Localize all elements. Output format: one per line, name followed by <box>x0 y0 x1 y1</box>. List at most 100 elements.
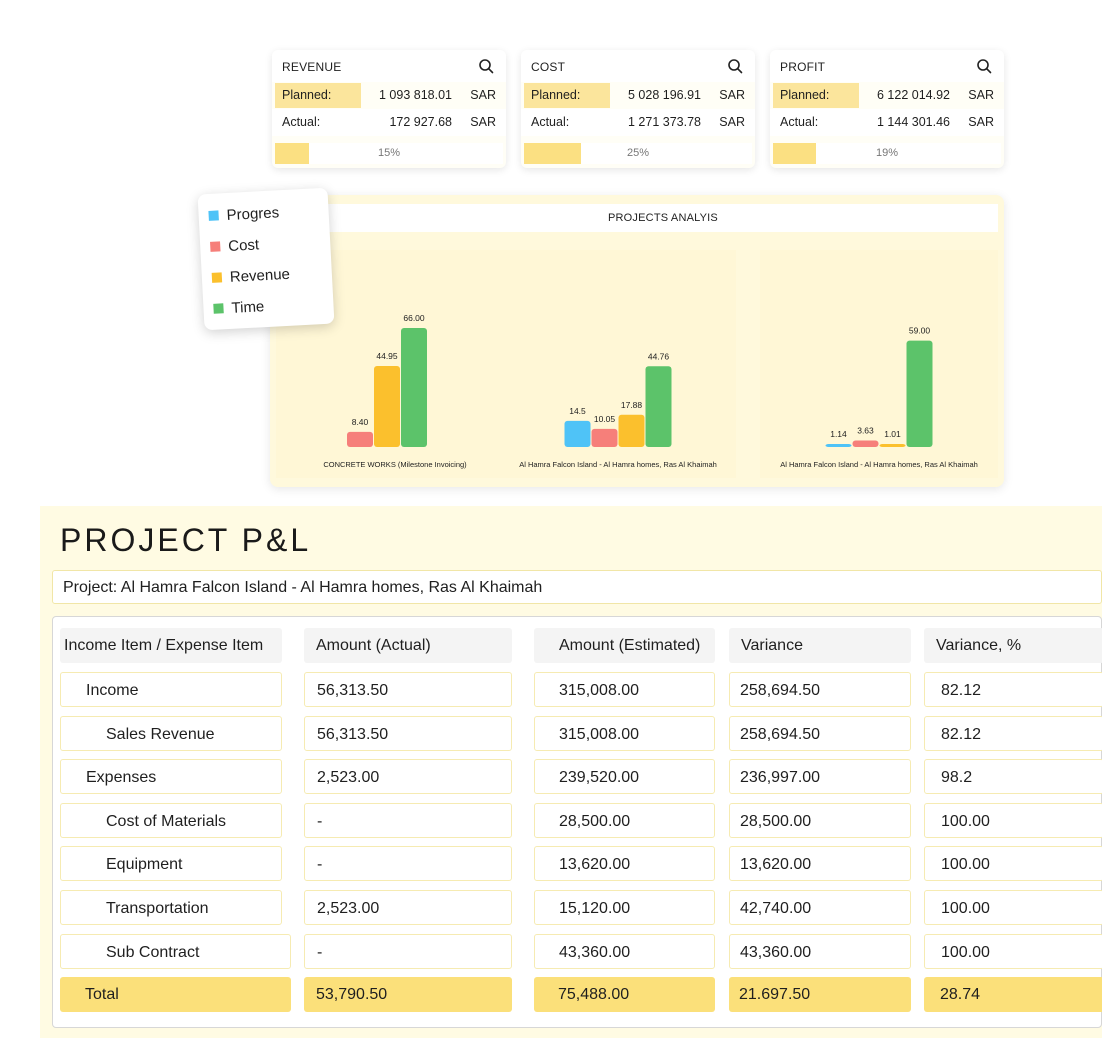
pl-title: PROJECT P&L <box>60 522 312 558</box>
kpi-header: REVENUE <box>272 50 506 82</box>
kpi-header: PROFIT <box>770 50 1004 82</box>
legend-item-cost: Cost <box>210 236 260 256</box>
kpi-card-revenue: REVENUE Planned: 1 093 818.01 SAR Actual: 172… <box>272 50 506 168</box>
x-axis-label: Al Hamra Falcon Island - Al Hamra homes,… <box>780 460 978 469</box>
progress-bar: 25% <box>524 143 752 164</box>
data-label: 66.00 <box>403 313 425 323</box>
actual-label: Actual: <box>531 115 570 129</box>
legend-swatch <box>208 210 219 221</box>
chart-1: 8.40 44.95 66.00 CONCRETE WORKS (Milestone … <box>276 250 514 478</box>
chart-legend: Progres Cost Revenue Time <box>197 187 335 331</box>
row-value-estimated: 315,008.00 <box>534 672 715 707</box>
planned-value: 5 028 196.91 <box>628 88 701 102</box>
legend-item-revenue: Revenue <box>211 266 290 287</box>
kpi-card-cost: COST Planned: 5 028 196.91 SAR Actual: 1 271 … <box>521 50 755 168</box>
progress-bar: 15% <box>275 143 503 164</box>
legend-label: Cost <box>227 236 260 255</box>
kpi-actual-row: Actual: 172 927.68 SAR <box>272 109 506 136</box>
row-value-actual: - <box>304 846 512 882</box>
row-value-variance: 258,694.50 <box>729 715 911 751</box>
actual-value: 1 271 373.78 <box>628 115 701 129</box>
currency: SAR <box>470 88 496 102</box>
kpi-actual-row: Actual: 1 271 373.78 SAR <box>521 109 755 136</box>
row-value-variance: 28,500.00 <box>729 802 911 838</box>
row-item-label: Cost of Materials <box>60 802 282 838</box>
row-value-estimated: 13,620.00 <box>534 846 715 882</box>
row-item-label: Sales Revenue <box>60 715 282 751</box>
legend-item-progres: Progres <box>208 204 280 225</box>
kpi-planned-row: Planned: 5 028 196.91 SAR <box>521 82 755 109</box>
row-value-pct: 82.12 <box>924 672 1102 707</box>
search-icon[interactable] <box>478 58 494 74</box>
chart-3: 1.14 3.63 1.01 59.00 Al Hamra Falcon Island … <box>760 250 998 478</box>
column-header: Amount (Estimated) <box>534 628 715 663</box>
project-selector[interactable]: Project: Al Hamra Falcon Island - Al Ham… <box>52 570 1102 604</box>
currency: SAR <box>719 88 745 102</box>
row-value-actual: - <box>304 933 512 969</box>
bar-revenue <box>374 365 400 447</box>
row-value-variance: 42,740.00 <box>729 890 911 925</box>
column-header: Income Item / Expense Item <box>60 628 282 663</box>
row-value-actual: - <box>304 802 512 838</box>
actual-label: Actual: <box>282 115 321 129</box>
data-label: 3.63 <box>857 425 874 435</box>
actual-value: 172 927.68 <box>389 115 452 129</box>
bar-time <box>645 366 672 447</box>
legend-item-time: Time <box>213 298 265 318</box>
row-value-pct: 100.00 <box>924 802 1102 838</box>
column-header: Amount (Actual) <box>304 628 512 663</box>
bar-progres <box>825 444 852 447</box>
progress-bar: 19% <box>773 143 1001 164</box>
progress-text: 19% <box>875 147 899 159</box>
actual-label: Actual: <box>780 115 819 129</box>
data-label: 17.88 <box>621 400 643 410</box>
legend-swatch <box>211 272 223 283</box>
kpi-actual-row: Actual: 1 144 301.46 SAR <box>770 109 1004 136</box>
row-item-label: Transportation <box>60 890 282 925</box>
chart-2-svg: 14.5 10.05 17.88 44.76 Al Hamra Falcon Islan… <box>519 351 717 469</box>
row-value-actual: 2,523.00 <box>304 890 512 925</box>
x-axis-label: Al Hamra Falcon Island - Al Hamra homes,… <box>519 460 717 469</box>
legend-label: Progres <box>226 204 280 224</box>
row-value-pct: 100.00 <box>924 846 1102 882</box>
total-pct: 28.74 <box>924 977 1102 1013</box>
currency: SAR <box>968 88 994 102</box>
kpi-planned-row: Planned: 1 093 818.01 SAR <box>272 82 506 109</box>
bar-cost <box>852 440 879 447</box>
bar-revenue <box>879 444 906 447</box>
projects-analysis-panel: PROJECTS ANALYIS 8.40 44.95 66.00 CONCRETE … <box>270 195 1004 487</box>
kpi-card-profit: PROFIT Planned: 6 122 014.92 SAR Actual: 1 14… <box>770 50 1004 168</box>
currency: SAR <box>719 115 745 129</box>
total-estimated: 75,488.00 <box>534 977 715 1013</box>
kpi-title: REVENUE <box>282 60 342 74</box>
planned-label: Planned: <box>275 83 361 108</box>
data-label: 14.5 <box>569 406 586 416</box>
currency: SAR <box>470 115 496 129</box>
pl-table: Income Item / Expense Item Amount (Actual… <box>52 616 1102 1028</box>
actual-value: 1 144 301.46 <box>877 115 950 129</box>
legend-swatch <box>213 303 224 314</box>
total-variance: 21.697.50 <box>729 977 911 1013</box>
row-value-estimated: 28,500.00 <box>534 802 715 838</box>
legend-label: Revenue <box>229 265 291 286</box>
row-value-actual: 2,523.00 <box>304 759 512 795</box>
chart-2: 14.5 10.05 17.88 44.76 Al Hamra Falcon Islan… <box>500 250 736 478</box>
search-icon[interactable] <box>976 58 992 74</box>
planned-value: 1 093 818.01 <box>379 88 452 102</box>
data-label: 1.14 <box>830 429 847 439</box>
progress-fill <box>275 143 310 164</box>
search-icon[interactable] <box>727 58 743 74</box>
x-axis-label: CONCRETE WORKS (Milestone Invoicing) <box>323 460 467 469</box>
kpi-title: PROFIT <box>780 60 826 74</box>
row-value-estimated: 315,008.00 <box>534 715 715 751</box>
bar-time <box>906 340 933 447</box>
row-value-variance: 43,360.00 <box>729 933 911 969</box>
row-value-estimated: 239,520.00 <box>534 759 715 795</box>
project-pl-section: PROJECT P&L Project: Al Hamra Falcon Isl… <box>40 506 1102 1038</box>
bar-progres <box>564 420 591 447</box>
kpi-title: COST <box>531 60 566 74</box>
bar-cost <box>347 431 373 447</box>
column-header: Variance, % <box>924 628 1102 663</box>
data-label: 10.05 <box>594 414 616 424</box>
row-value-pct: 100.00 <box>924 933 1102 969</box>
